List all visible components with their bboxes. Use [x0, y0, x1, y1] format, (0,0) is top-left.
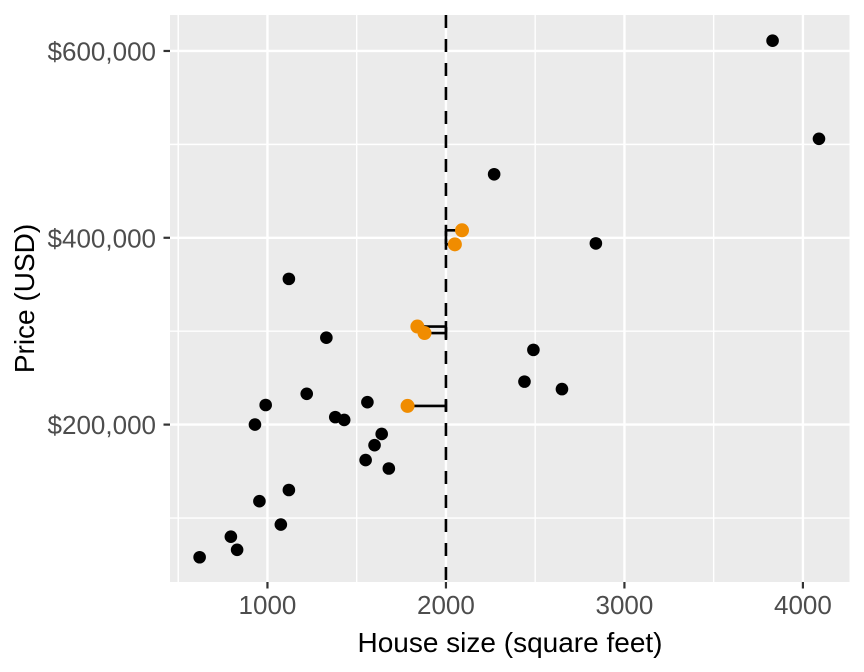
- x-axis-title: House size (square feet): [357, 627, 662, 658]
- data-point: [282, 272, 296, 286]
- data-point: [274, 518, 288, 531]
- neighbor-point: [417, 326, 432, 341]
- data-point: [589, 237, 603, 250]
- axis-tick-marks: [163, 49, 805, 589]
- data-point: [282, 483, 296, 497]
- data-point: [368, 438, 381, 452]
- data-point: [359, 453, 372, 467]
- x-tick-label: 4000: [774, 590, 832, 620]
- data-point: [193, 550, 206, 564]
- data-point: [382, 462, 396, 475]
- data-point: [766, 34, 779, 47]
- data-point: [337, 413, 351, 427]
- data-point: [375, 427, 388, 441]
- data-point: [300, 387, 314, 401]
- neighbor-point: [400, 398, 415, 413]
- plot-panel: [170, 15, 850, 582]
- y-tick-label: $600,000: [48, 36, 156, 66]
- x-tick-label: 3000: [596, 590, 654, 620]
- data-point: [527, 343, 540, 357]
- neighbor-point: [455, 223, 470, 238]
- x-tick-label: 1000: [239, 590, 297, 620]
- data-point: [361, 395, 374, 409]
- y-tick-label: $400,000: [48, 223, 156, 253]
- data-point: [487, 167, 501, 181]
- data-point: [518, 375, 531, 388]
- data-point: [555, 382, 569, 396]
- data-point: [259, 398, 272, 412]
- axis-tick-labels: 1000 2000 3000 4000 $200,000 $400,000 $600,000: [48, 36, 832, 620]
- data-points: [193, 34, 826, 564]
- data-point: [248, 418, 262, 431]
- data-point: [230, 543, 244, 557]
- minor-gridlines: [170, 15, 850, 582]
- data-point: [224, 530, 238, 543]
- neighbor-point: [447, 237, 462, 252]
- data-point: [812, 132, 826, 146]
- major-gridlines: [170, 15, 850, 582]
- x-tick-label: 2000: [417, 590, 475, 620]
- data-point: [253, 494, 266, 508]
- data-point: [320, 331, 333, 345]
- y-axis-title: Price (USD): [9, 224, 40, 373]
- y-tick-label: $200,000: [48, 410, 156, 440]
